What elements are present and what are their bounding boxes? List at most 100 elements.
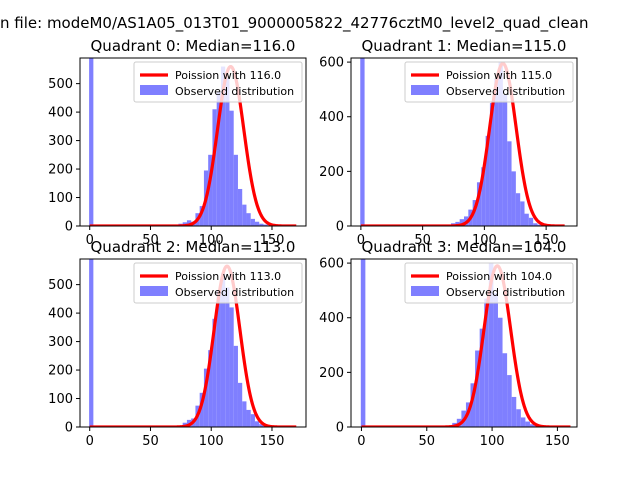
axes-frame — [350, 258, 578, 428]
histogram-bar — [494, 78, 499, 226]
y-tick-label: 400 — [48, 307, 73, 322]
histogram-bar — [216, 92, 221, 226]
poisson-fit-line — [359, 61, 566, 226]
histogram-bar — [360, 259, 366, 427]
y-tick-label: 500 — [48, 77, 73, 92]
histogram-bar — [528, 217, 534, 226]
histogram-bar — [488, 263, 494, 427]
histogram-bar — [225, 287, 230, 427]
histogram-bar — [250, 218, 255, 226]
histogram-bar — [537, 224, 542, 226]
legend-box — [404, 262, 574, 304]
legend-bar-swatch — [140, 286, 168, 296]
histogram-bar — [511, 396, 517, 427]
legend-box — [133, 262, 303, 304]
y-tick-label: 400 — [48, 106, 73, 121]
x-tick-label: 100 — [199, 434, 224, 449]
histogram-bar — [229, 307, 234, 427]
y-tick-label: 600 — [319, 56, 344, 71]
legend-bar-swatch — [411, 85, 439, 95]
histogram-bar — [507, 141, 512, 226]
histogram-bar — [470, 383, 476, 427]
y-tick-label: 400 — [319, 311, 344, 326]
histogram-bar — [475, 350, 480, 427]
y-tick-label: 0 — [65, 421, 73, 436]
legend: Poission with 116.0 Observed distribution — [133, 61, 303, 103]
legend: Poission with 113.0 Observed distribution — [133, 262, 303, 304]
histogram-bar — [233, 154, 238, 226]
subplot-title: Quadrant 2: Median=113.0 — [91, 238, 296, 256]
poisson-fit-line — [88, 264, 298, 427]
histogram-bar — [242, 204, 247, 226]
legend-label-fit: Poission with 104.0 — [446, 270, 552, 283]
y-tick-label: 100 — [48, 191, 73, 206]
poisson-fit-line — [88, 64, 298, 226]
x-tick-label: 100 — [199, 233, 224, 248]
histogram-bar — [254, 221, 260, 226]
poisson-fit-line — [360, 264, 572, 427]
histogram-bar — [511, 171, 516, 226]
x-tick-label: 150 — [545, 434, 570, 449]
legend-box — [133, 61, 303, 103]
subplot-0: 0 50 100 150 0 100 200 300 400 500 Quadrant 0: Med… — [48, 37, 307, 248]
histogram-bar — [212, 318, 217, 427]
histogram-bar — [485, 135, 490, 226]
histogram-bar — [515, 193, 521, 226]
histogram-bar — [199, 392, 204, 427]
histogram-bar — [229, 110, 234, 226]
histogram-bar — [498, 62, 503, 226]
axes-frame — [79, 258, 307, 428]
subplot-2: 0 50 100 150 0 100 200 300 400 500 Quadrant 2: Med… — [48, 238, 307, 449]
histogram-bar — [220, 273, 226, 427]
axes-frame — [350, 57, 578, 227]
x-tick-label: 150 — [260, 233, 285, 248]
x-tick-label: 0 — [86, 434, 94, 449]
histogram-bar — [199, 206, 204, 226]
histogram-bar — [360, 58, 365, 226]
x-tick-label: 50 — [142, 233, 159, 248]
histogram-bar — [237, 188, 243, 226]
subplot-title: Quadrant 1: Median=115.0 — [362, 37, 567, 55]
y-tick-label: 200 — [48, 163, 73, 178]
x-tick-label: 150 — [534, 233, 559, 248]
legend-label-observed: Observed distribution — [446, 85, 565, 98]
y-tick-label: 100 — [48, 392, 73, 407]
y-tick-label: 300 — [48, 335, 73, 350]
histogram-bar — [259, 424, 264, 427]
histogram-bar — [220, 66, 226, 226]
y-tick-label: 0 — [336, 220, 344, 235]
y-tick-label: 200 — [319, 366, 344, 381]
y-tick-label: 200 — [319, 165, 344, 180]
histogram-bar — [507, 375, 512, 427]
axes-frame — [79, 57, 307, 227]
legend-bar-swatch — [411, 286, 439, 296]
figure-suptitle: n file: modeM0/AS1A05_013T01_9000005822_… — [0, 14, 589, 32]
histogram-bar — [524, 213, 529, 226]
histogram-bar — [225, 77, 230, 226]
y-tick-label: 600 — [319, 257, 344, 272]
x-tick-label: 50 — [414, 233, 431, 248]
histogram-bar — [246, 213, 251, 226]
histogram-bar — [203, 368, 209, 427]
subplot-title: Quadrant 3: Median=104.0 — [362, 238, 567, 256]
legend-label-observed: Observed distribution — [446, 286, 565, 299]
histogram-bar — [208, 154, 213, 226]
histogram-bar — [520, 201, 525, 226]
histogram-bar — [493, 293, 498, 427]
histogram-bar — [250, 414, 255, 427]
legend-label-observed: Observed distribution — [175, 85, 294, 98]
x-tick-label: 150 — [260, 434, 285, 449]
histogram-bars — [360, 58, 547, 226]
y-tick-label: 400 — [319, 110, 344, 125]
legend-label-fit: Poission with 113.0 — [175, 270, 281, 283]
x-tick-label: 100 — [472, 233, 497, 248]
histogram-bar — [233, 345, 238, 427]
histogram-bar — [484, 298, 489, 427]
histogram-bar — [489, 103, 495, 226]
x-tick-label: 0 — [86, 233, 94, 248]
histogram-bar — [502, 353, 508, 427]
y-tick-label: 200 — [48, 364, 73, 379]
histogram-bar — [525, 421, 530, 427]
x-tick-label: 50 — [418, 434, 435, 449]
